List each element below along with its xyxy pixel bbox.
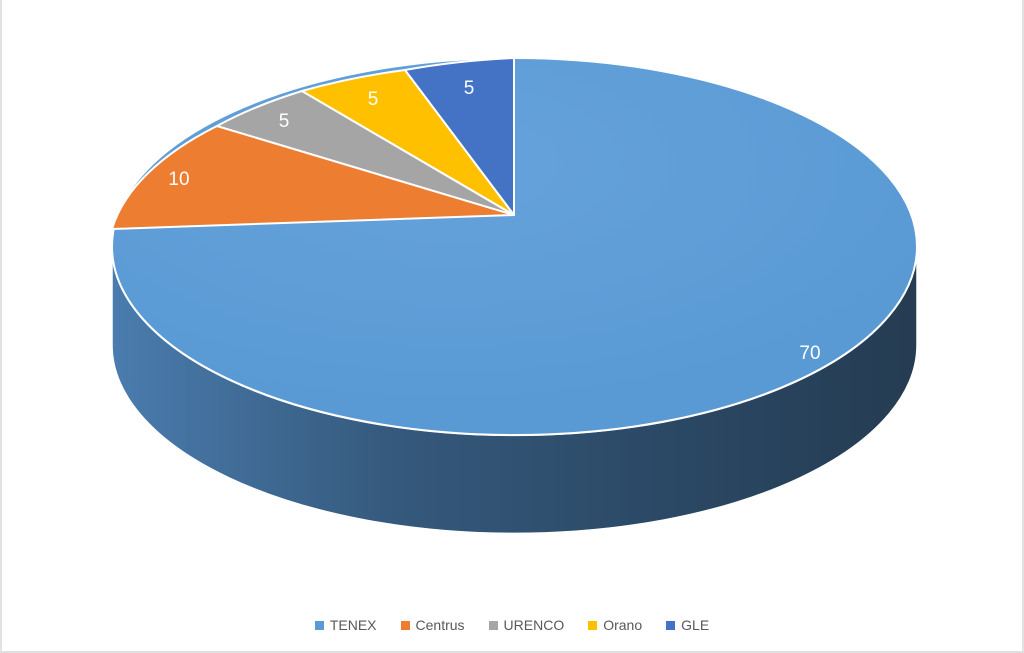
legend-swatch-centrus (400, 620, 410, 630)
pie-slice-centrus (111, 125, 515, 230)
legend-item-gle: GLE (666, 618, 709, 632)
legend-swatch-gle (666, 620, 676, 630)
legend-label-gle: GLE (681, 617, 710, 633)
legend-item-urenco: URENCO (488, 617, 565, 633)
legend-label-orano: Orano (603, 617, 643, 633)
legend-item-centrus: Centrus (400, 617, 465, 633)
legend-item-orano: Orano (588, 618, 642, 632)
legend-swatch-orano (588, 620, 598, 630)
data-label-tenex: 70 (799, 343, 820, 364)
legend-label-tenex: TENEX (329, 617, 377, 633)
data-label-urenco: 5 (279, 111, 290, 132)
pie-slice-gle (404, 57, 515, 216)
data-label-orano: 5 (368, 89, 379, 110)
data-label-centrus: 10 (168, 169, 189, 190)
legend-label-urenco: URENCO (503, 617, 565, 633)
legend-swatch-tenex (314, 620, 324, 630)
data-label-gle: 5 (464, 78, 475, 99)
legend-swatch-urenco (488, 620, 498, 630)
legend-item-tenex: TENEX (314, 617, 377, 633)
legend-label-centrus: Centrus (415, 617, 465, 633)
chart-legend: TENEX Centrus URENCO Orano GLE (2, 614, 1022, 636)
